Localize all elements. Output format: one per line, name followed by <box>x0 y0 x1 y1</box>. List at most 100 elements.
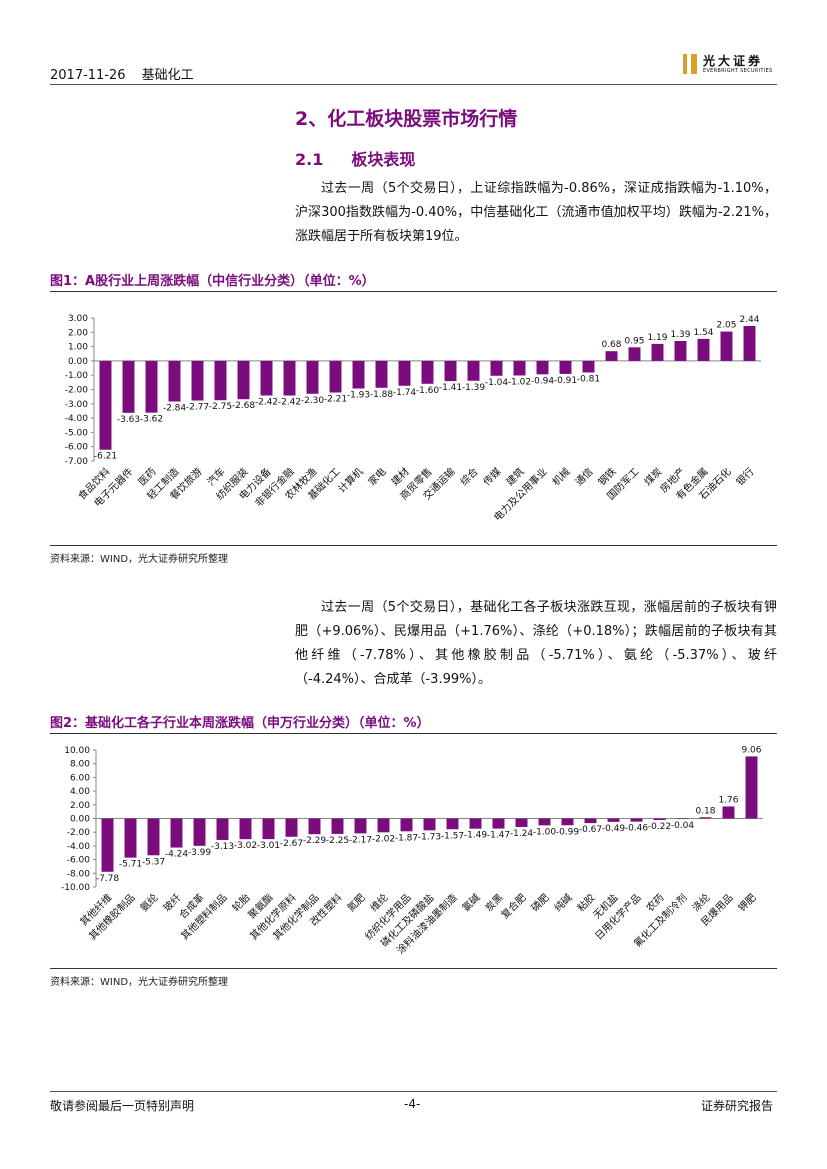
y-tick-label: -6.00 <box>67 856 91 866</box>
y-tick-label: 0.00 <box>70 815 90 825</box>
data-label: -0.94 <box>531 376 555 386</box>
bar <box>331 818 344 834</box>
bar <box>720 331 733 361</box>
data-label: -2.25 <box>326 836 349 846</box>
bar <box>444 360 457 382</box>
subsection-title: 2.1 板块表现 <box>295 146 415 170</box>
data-label: -1.39 <box>462 383 486 393</box>
section-title: 2、化工板块股票市场行情 <box>295 108 518 130</box>
data-label: -2.42 <box>255 398 278 408</box>
bar <box>605 351 618 361</box>
logo-mark-icon <box>683 54 697 74</box>
bar <box>582 360 595 373</box>
bar <box>168 360 181 402</box>
bar <box>329 360 342 393</box>
bar <box>262 818 275 840</box>
y-tick-label: -2.00 <box>65 386 89 396</box>
data-label: -6.21 <box>94 452 117 462</box>
data-label: -5.37 <box>142 857 165 867</box>
data-label: -2.68 <box>232 401 256 411</box>
bar <box>354 818 367 834</box>
category-label: 纯碱 <box>551 891 574 914</box>
data-label: -2.42 <box>278 398 301 408</box>
bar <box>423 818 436 831</box>
data-label: -1.87 <box>395 833 418 843</box>
y-tick-label: -2.00 <box>67 828 91 838</box>
category-label: 钾肥 <box>735 891 758 914</box>
category-label: 计算机 <box>335 465 365 495</box>
data-label: 0.68 <box>601 340 621 350</box>
data-label: -1.41 <box>439 383 462 393</box>
bar <box>122 360 135 413</box>
data-label: -1.02 <box>508 377 531 387</box>
data-label: -7.78 <box>96 874 120 884</box>
data-label: -1.04 <box>485 378 509 388</box>
y-tick-label: 2.00 <box>68 328 88 338</box>
bar <box>285 818 298 837</box>
data-label: 9.06 <box>741 745 761 755</box>
bar <box>283 360 296 396</box>
logo-text: 光大证券 <box>703 54 764 68</box>
data-label: -1.47 <box>487 831 510 841</box>
bar <box>377 818 390 833</box>
y-tick-label: 1.00 <box>68 343 88 353</box>
bar <box>145 360 158 413</box>
y-tick-label: 0.00 <box>68 357 88 367</box>
bar <box>124 818 137 858</box>
y-tick-label: -8.00 <box>67 869 91 879</box>
subsection-number: 2.1 <box>295 150 324 169</box>
bar <box>651 343 664 361</box>
data-label: -0.67 <box>579 825 602 835</box>
y-tick-label: 3.00 <box>68 314 88 324</box>
data-label: -3.02 <box>234 841 257 851</box>
figure2-top-rule <box>50 733 777 734</box>
bar <box>191 360 204 401</box>
data-label: -3.62 <box>140 415 163 425</box>
bar <box>630 818 643 822</box>
bar <box>722 806 735 819</box>
bar <box>745 756 758 819</box>
category-label: 银行 <box>733 465 756 488</box>
bar <box>375 360 388 388</box>
bar <box>101 818 114 872</box>
bar <box>490 360 503 376</box>
data-label: 1.39 <box>670 330 690 340</box>
y-tick-label: -5.00 <box>65 428 89 438</box>
y-tick-label: 2.00 <box>70 801 90 811</box>
bar <box>628 347 641 361</box>
category-label: 通信 <box>573 466 596 489</box>
data-label: -0.81 <box>577 374 600 384</box>
data-label: -1.73 <box>418 832 441 842</box>
header-left: 2017-11-26 基础化工 <box>50 64 210 83</box>
data-label: -2.02 <box>372 834 395 844</box>
figure1-chart: 3.00 2.00 1.00 0.00 -1.00 -2.00 -3.00 -4.00 -5.0… <box>65 314 761 524</box>
y-tick-label: -4.00 <box>65 414 89 424</box>
y-tick-label: -6.00 <box>65 443 89 453</box>
figure2-bottom-rule <box>50 968 777 969</box>
data-label: -3.63 <box>117 415 140 425</box>
paragraph-market-summary: 过去一周（5个交易日），上证综指跌幅为-0.86%，深证成指跌幅为-1.10%，… <box>295 181 777 244</box>
bar <box>559 360 572 374</box>
paragraph-subsector-summary: 过去一周（5个交易日），基础化工各子板块涨跌互现，涨幅居前的子板块有钾肥（+9.… <box>295 600 777 687</box>
data-label: 1.54 <box>693 328 713 338</box>
footer-disclaimer: 敬请参阅最后一页特别声明 <box>50 1099 195 1113</box>
footer-divider <box>50 1091 777 1092</box>
data-label: -3.13 <box>211 842 234 852</box>
bar <box>239 818 252 840</box>
data-label: 1.76 <box>718 795 738 805</box>
data-label: -3.99 <box>188 848 212 858</box>
header-date: 2017-11-26 <box>50 68 126 83</box>
data-label: -1.88 <box>370 390 394 400</box>
bar <box>513 360 526 376</box>
bar <box>469 818 482 829</box>
bar <box>352 360 365 389</box>
bar <box>400 818 413 832</box>
bar <box>170 818 183 848</box>
bar <box>193 818 206 846</box>
bar <box>561 818 574 826</box>
data-label: -2.84 <box>163 404 187 414</box>
bar <box>536 360 549 375</box>
bar <box>538 818 551 826</box>
y-tick-label: 6.00 <box>70 773 90 783</box>
y-tick-label: -1.00 <box>65 371 89 381</box>
